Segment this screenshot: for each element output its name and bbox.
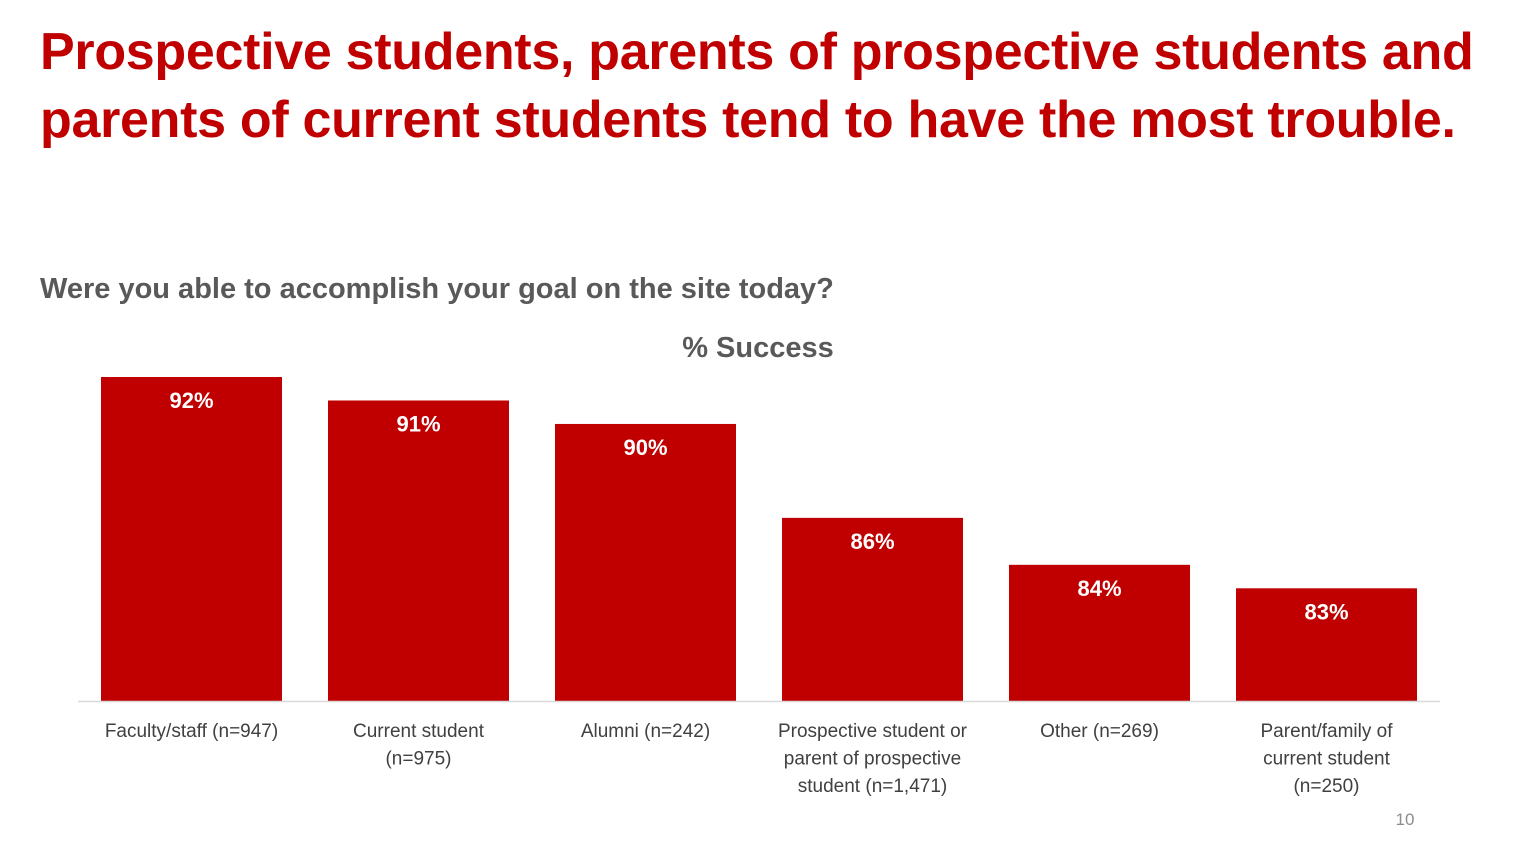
data-label: 84% [1077,576,1121,601]
survey-question: Were you able to accomplish your goal on… [40,273,834,305]
data-label: 83% [1304,599,1348,624]
category-label: Current student (n=975) [353,721,485,770]
bar [1236,588,1417,701]
category-label: Other (n=269) [1040,721,1159,742]
bar [555,423,736,701]
bar [101,377,282,701]
category-label: Prospective student or parent of prospect… [778,721,968,797]
data-label: 92% [169,388,213,413]
bar [782,517,963,701]
category-label: Alumni (n=242) [581,721,710,742]
bar [328,400,509,701]
data-label: 90% [623,435,667,460]
category-label: Faculty/staff (n=947) [105,721,278,742]
data-label: 91% [396,411,440,436]
page-title: Prospective students, parents of prospec… [40,23,1474,149]
category-label: Parent/family of current student (n=250) [1261,721,1394,797]
chart-title: % Success [682,332,834,364]
bar [1009,564,1190,701]
data-label: 86% [850,529,894,554]
slide-number: 10 [1395,810,1415,829]
